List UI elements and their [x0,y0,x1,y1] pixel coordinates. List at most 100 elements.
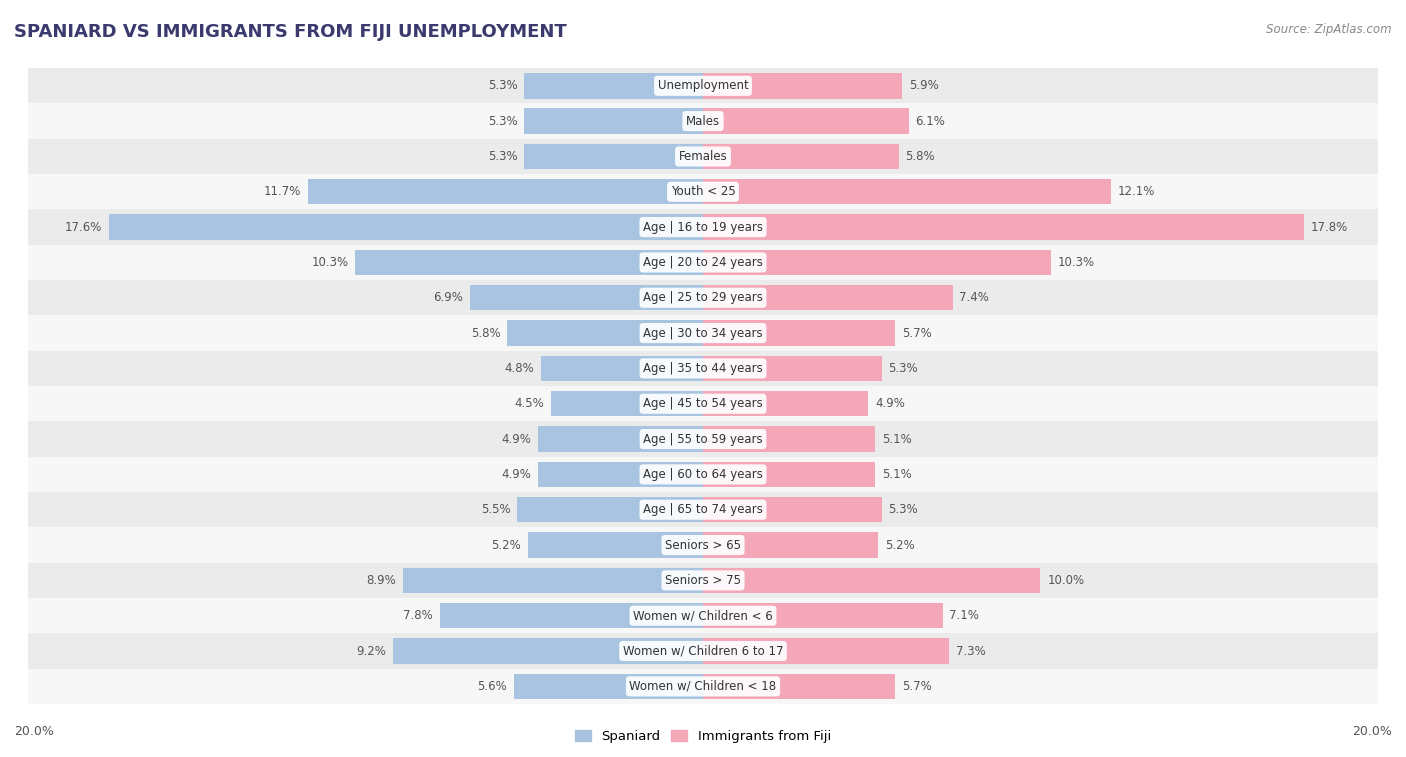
Bar [515,674,703,699]
Bar [524,108,703,134]
Text: Age | 16 to 19 years: Age | 16 to 19 years [643,220,763,234]
Text: Age | 20 to 24 years: Age | 20 to 24 years [643,256,763,269]
Text: 7.4%: 7.4% [959,291,990,304]
Bar [28,422,1378,456]
Text: 4.9%: 4.9% [501,468,531,481]
Text: 6.9%: 6.9% [433,291,464,304]
Text: 7.8%: 7.8% [404,609,433,622]
Text: 10.3%: 10.3% [1057,256,1094,269]
Bar [28,245,1378,280]
Bar [28,68,1378,104]
Text: 5.2%: 5.2% [491,538,520,552]
Bar [703,674,896,699]
Legend: Spaniard, Immigrants from Fiji: Spaniard, Immigrants from Fiji [569,724,837,748]
Text: 17.8%: 17.8% [1310,220,1347,234]
Text: 5.3%: 5.3% [488,150,517,163]
Bar [28,210,1378,245]
Bar [392,638,703,664]
Bar [28,598,1378,634]
Text: Youth < 25: Youth < 25 [671,185,735,198]
Bar [28,280,1378,316]
Bar [28,456,1378,492]
Text: 8.9%: 8.9% [366,574,396,587]
Bar [703,250,1050,275]
Text: Source: ZipAtlas.com: Source: ZipAtlas.com [1267,23,1392,36]
Bar [703,532,879,558]
Text: 4.5%: 4.5% [515,397,544,410]
Text: 5.8%: 5.8% [471,326,501,340]
Bar [28,174,1378,210]
Bar [703,356,882,381]
Text: Women w/ Children < 18: Women w/ Children < 18 [630,680,776,693]
Text: 5.6%: 5.6% [478,680,508,693]
Text: 5.5%: 5.5% [481,503,510,516]
Text: 12.1%: 12.1% [1118,185,1156,198]
Bar [470,285,703,310]
Bar [537,426,703,452]
Text: Age | 35 to 44 years: Age | 35 to 44 years [643,362,763,375]
Bar [110,214,703,240]
Text: 5.1%: 5.1% [882,468,911,481]
Bar [28,350,1378,386]
Text: Seniors > 65: Seniors > 65 [665,538,741,552]
Bar [356,250,703,275]
Text: 5.7%: 5.7% [903,680,932,693]
Bar [551,391,703,416]
Text: Females: Females [679,150,727,163]
Bar [703,144,898,169]
Text: 5.3%: 5.3% [889,362,918,375]
Text: 5.2%: 5.2% [886,538,915,552]
Text: 4.9%: 4.9% [501,432,531,446]
Bar [28,492,1378,528]
Bar [537,462,703,487]
Bar [524,73,703,98]
Text: Age | 60 to 64 years: Age | 60 to 64 years [643,468,763,481]
Text: Age | 30 to 34 years: Age | 30 to 34 years [643,326,763,340]
Bar [28,528,1378,562]
Bar [527,532,703,558]
Bar [541,356,703,381]
Text: Age | 45 to 54 years: Age | 45 to 54 years [643,397,763,410]
Bar [28,386,1378,422]
Bar [508,320,703,346]
Bar [703,497,882,522]
Text: Women w/ Children < 6: Women w/ Children < 6 [633,609,773,622]
Text: 10.0%: 10.0% [1047,574,1084,587]
Bar [524,144,703,169]
Bar [703,603,942,628]
Bar [703,462,875,487]
Text: Seniors > 75: Seniors > 75 [665,574,741,587]
Bar [703,568,1040,593]
Text: 5.8%: 5.8% [905,150,935,163]
Text: Unemployment: Unemployment [658,79,748,92]
Text: 5.3%: 5.3% [488,114,517,128]
Bar [28,139,1378,174]
Bar [703,638,949,664]
Bar [703,73,903,98]
Text: 4.9%: 4.9% [875,397,905,410]
Text: 10.3%: 10.3% [312,256,349,269]
Bar [703,214,1303,240]
Bar [28,104,1378,139]
Text: Women w/ Children 6 to 17: Women w/ Children 6 to 17 [623,644,783,658]
Bar [28,316,1378,350]
Bar [28,634,1378,668]
Text: 5.1%: 5.1% [882,432,911,446]
Text: SPANIARD VS IMMIGRANTS FROM FIJI UNEMPLOYMENT: SPANIARD VS IMMIGRANTS FROM FIJI UNEMPLO… [14,23,567,41]
Text: Males: Males [686,114,720,128]
Bar [440,603,703,628]
Text: 17.6%: 17.6% [65,220,103,234]
Text: 5.9%: 5.9% [908,79,939,92]
Text: 20.0%: 20.0% [14,725,53,738]
Text: Age | 65 to 74 years: Age | 65 to 74 years [643,503,763,516]
Text: Age | 25 to 29 years: Age | 25 to 29 years [643,291,763,304]
Text: 11.7%: 11.7% [264,185,301,198]
Bar [517,497,703,522]
Text: 4.8%: 4.8% [505,362,534,375]
Bar [703,426,875,452]
Bar [703,320,896,346]
Text: 5.3%: 5.3% [488,79,517,92]
Bar [703,391,869,416]
Bar [28,562,1378,598]
Bar [28,668,1378,704]
